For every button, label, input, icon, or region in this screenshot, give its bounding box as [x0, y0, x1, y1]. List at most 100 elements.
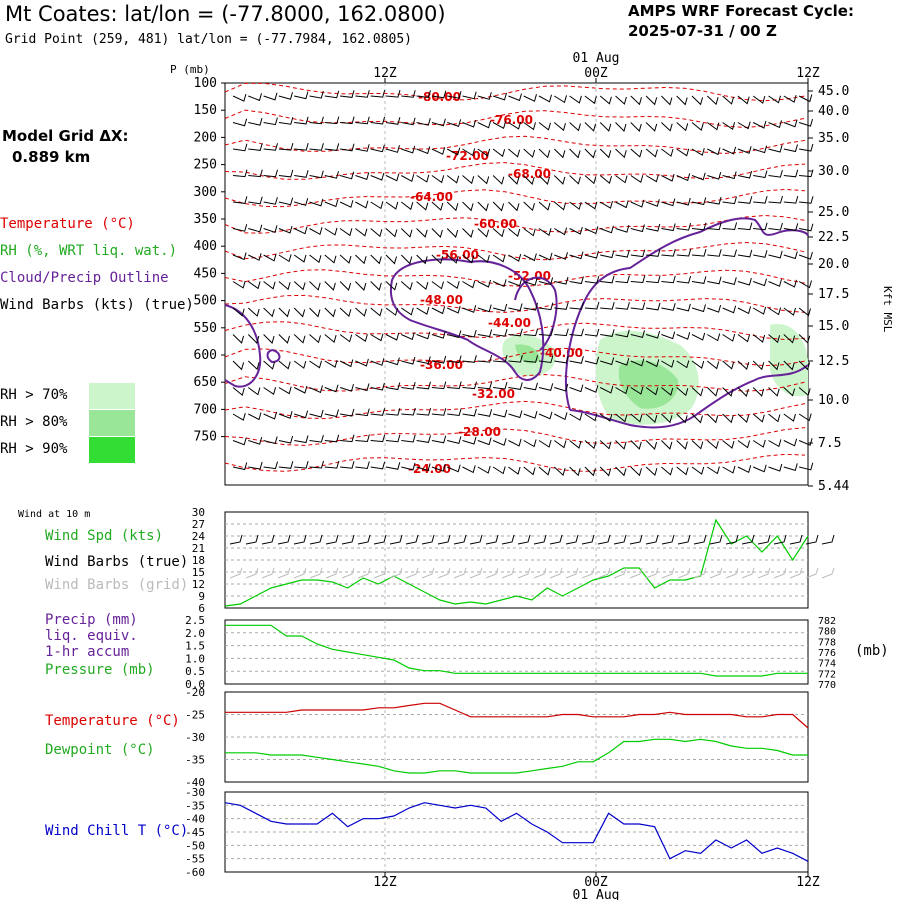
wind-barb [263, 197, 278, 205]
wind-barb [309, 170, 324, 179]
wind-barb [707, 304, 722, 313]
wind-barb [309, 409, 324, 418]
wind-barb [416, 90, 431, 98]
wind-barb [508, 201, 520, 212]
wind-barb [707, 333, 721, 342]
wind-barb [357, 534, 371, 545]
time-tick-top: 12Z [373, 66, 397, 81]
wind-barb [508, 228, 521, 237]
wind-barb [248, 436, 263, 445]
wind-barb [615, 440, 627, 450]
date-label-bottom: 01 Aug [573, 888, 620, 900]
wind-barb [248, 143, 263, 151]
wind-barb [630, 95, 642, 106]
wind-barb [737, 334, 751, 343]
wind-barb [309, 116, 324, 125]
legend-temperature: Temperature (°C) [0, 216, 135, 232]
temperature-contour [224, 427, 806, 446]
wind-barb [293, 254, 307, 263]
wind-barb [248, 196, 263, 205]
wind-barb [768, 439, 782, 448]
wind-barb [630, 386, 644, 395]
wind-barb [357, 567, 371, 579]
pressure-tick-label: 780 [818, 627, 836, 638]
wind-barb [821, 534, 835, 545]
wind-barb [798, 438, 813, 446]
wind-barb [676, 197, 691, 206]
wind-barb [768, 250, 783, 259]
wind-barb [248, 93, 262, 102]
wind-barb [325, 534, 339, 545]
wind-barb [741, 567, 755, 579]
wind-barb [599, 440, 612, 450]
wind-barb [340, 408, 355, 417]
wind-barb [630, 199, 645, 208]
wind-barb [477, 409, 493, 417]
wind-barb [737, 465, 752, 474]
wind-barb [294, 170, 309, 178]
wind-barb [737, 121, 751, 130]
wind-barb [630, 440, 642, 450]
wind-barb [469, 567, 483, 579]
wind-barb [629, 534, 643, 545]
wind-barb [462, 355, 477, 363]
wind-barb [339, 254, 352, 264]
wind-barb [294, 460, 309, 469]
wind-barb [431, 147, 446, 155]
wind-barb [523, 94, 537, 102]
wind-barb [400, 254, 413, 265]
y-tick-label: 21 [192, 542, 205, 555]
y-tick-label: 9 [198, 590, 205, 603]
wind-barb [355, 116, 370, 125]
wind-barb [485, 567, 499, 579]
wind-barb [737, 306, 752, 315]
wind-barb [691, 95, 704, 106]
wind-barb [324, 359, 338, 368]
wind-barb [277, 534, 291, 545]
wind-barb [477, 465, 491, 474]
temperature-contour [224, 214, 806, 234]
page-title: Mt Coates: lat/lon = (-77.8000, 162.0800… [5, 2, 446, 26]
wind-barb [431, 381, 447, 390]
wind-barb [661, 248, 676, 257]
wind-barb [370, 228, 383, 238]
wind-barb [799, 223, 814, 232]
wind-barb [722, 146, 737, 155]
wind-barb [309, 254, 322, 264]
wind-barb [278, 225, 293, 234]
wind-barb [798, 387, 811, 397]
cycle-value: 2025-07-31 / 00 Z [628, 22, 777, 40]
wind-barb [462, 119, 477, 128]
wind-barb [370, 382, 385, 391]
wind-barb [597, 534, 611, 545]
wind-barb [263, 117, 278, 126]
wind-barb [401, 356, 416, 365]
wind-barb [783, 334, 796, 344]
wind-barb [615, 148, 627, 159]
wind-barb [584, 466, 596, 477]
wind-barb [737, 440, 751, 449]
temperature-contour-label: -32.00 [472, 387, 515, 401]
wind-barb [783, 360, 795, 371]
wind-barb [706, 387, 719, 397]
wind-barb [401, 117, 416, 126]
wind-barb [324, 143, 340, 151]
wind-barb [447, 408, 462, 417]
wind-barb [339, 171, 355, 180]
wind-barb [676, 466, 689, 476]
wind-barb [630, 224, 645, 233]
wind-barb [737, 222, 753, 231]
wind-barb [232, 437, 247, 446]
wind-barb [385, 228, 398, 238]
wind-barb [232, 412, 246, 421]
wind-barb [385, 117, 401, 125]
pressure-tick-label: 550 [194, 321, 217, 336]
rh70-swatch [89, 383, 135, 409]
date-label-top: 01 Aug [573, 51, 620, 66]
panel-frame [224, 791, 809, 873]
wind-barb [798, 413, 812, 422]
temperature-contour [224, 269, 806, 287]
wind-barb [508, 438, 522, 447]
wind-barb [768, 307, 782, 316]
wind-barb [401, 307, 414, 316]
